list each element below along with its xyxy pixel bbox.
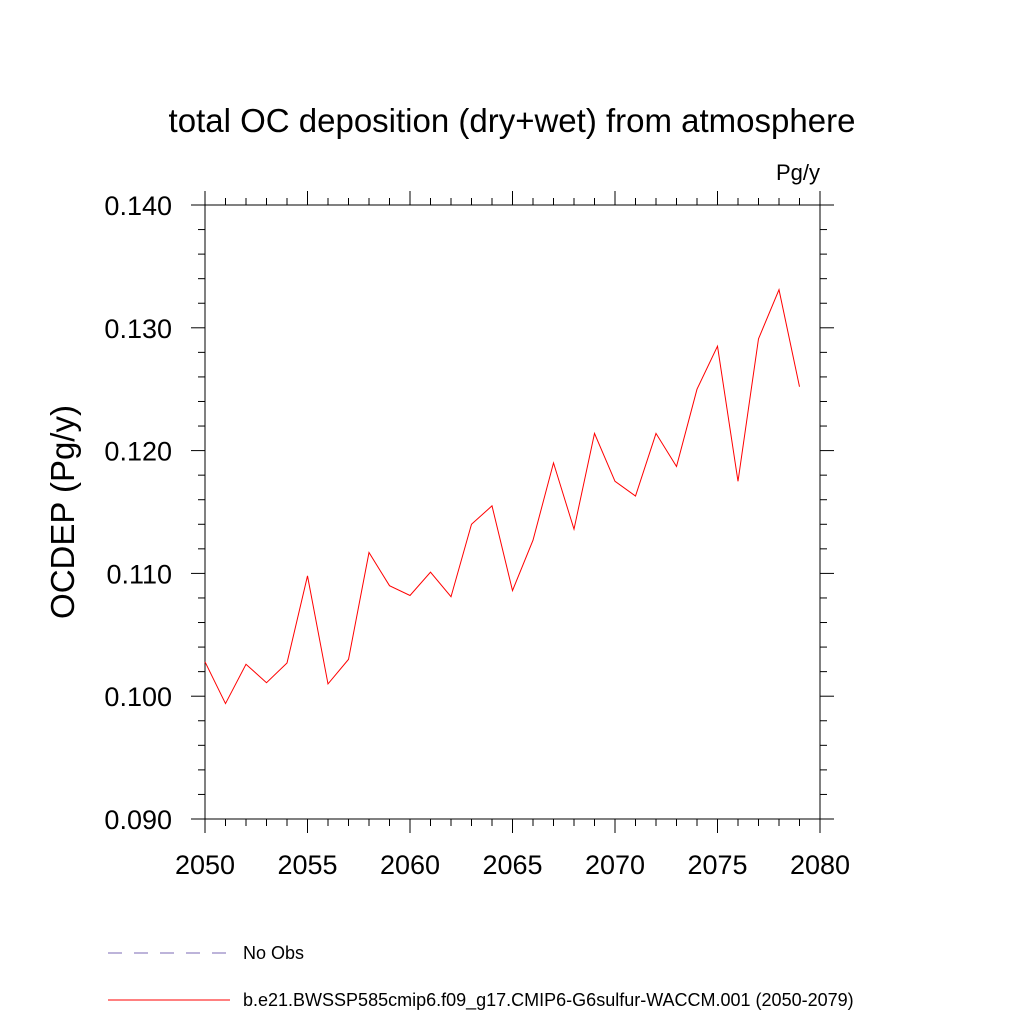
units-label: Pg/y <box>776 160 820 185</box>
x-tick-label: 2075 <box>687 850 747 880</box>
series-line-0 <box>204 288 800 705</box>
legend-label-no-obs: No Obs <box>243 943 304 963</box>
plot-frame <box>204 204 821 820</box>
y-tick-label: 0.110 <box>106 559 172 589</box>
legend-label-model: b.e21.BWSSP585cmip6.f09_g17.CMIP6-G6sulf… <box>243 990 854 1011</box>
x-tick-label: 2050 <box>175 850 235 880</box>
x-tick-label: 2065 <box>482 850 542 880</box>
x-tick-label: 2060 <box>380 850 440 880</box>
legend: No Obs b.e21.BWSSP585cmip6.f09_g17.CMIP6… <box>108 943 854 1011</box>
x-tick-label: 2070 <box>585 850 645 880</box>
y-tick-label: 0.090 <box>104 805 172 835</box>
y-tick-label: 0.120 <box>104 437 172 467</box>
y-tick-label: 0.140 <box>104 191 172 221</box>
x-tick-labels: 2050 2055 2060 2065 2070 2075 2080 <box>175 850 850 880</box>
y-tick-label: 0.100 <box>104 682 172 712</box>
y-axis-label: OCDEP (Pg/y) <box>44 405 81 619</box>
axis-ticks <box>191 191 834 833</box>
series-group <box>204 288 800 705</box>
y-tick-labels: 0.090 0.100 0.110 0.120 0.130 0.140 <box>104 191 172 835</box>
x-tick-label: 2080 <box>790 850 850 880</box>
chart-title: total OC deposition (dry+wet) from atmos… <box>169 102 856 139</box>
y-tick-label: 0.130 <box>104 314 172 344</box>
x-tick-label: 2055 <box>277 850 337 880</box>
